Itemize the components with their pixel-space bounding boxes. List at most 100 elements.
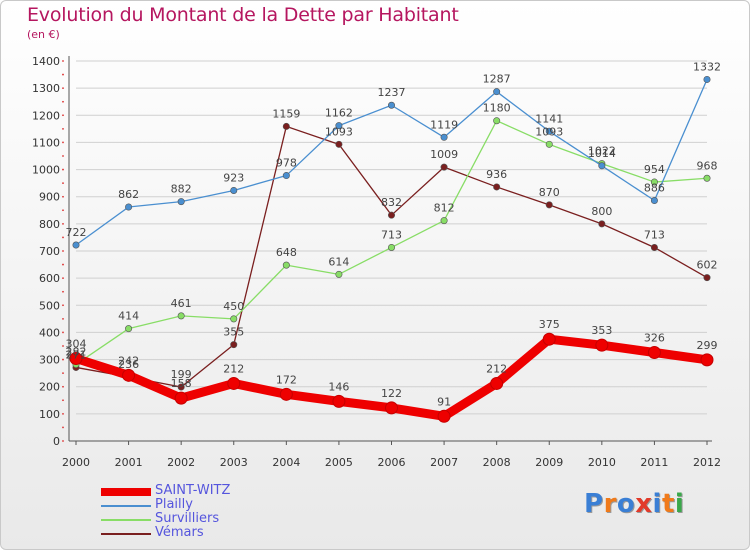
y-tick-label: 1400 bbox=[32, 55, 60, 68]
data-label: 1159 bbox=[272, 107, 300, 120]
data-point bbox=[335, 270, 343, 278]
data-label: 923 bbox=[223, 171, 244, 184]
data-point bbox=[493, 117, 501, 125]
y-minor-tick bbox=[62, 440, 64, 442]
data-label: 355 bbox=[223, 326, 244, 339]
data-label: 800 bbox=[591, 205, 612, 218]
data-label: 870 bbox=[539, 186, 560, 199]
y-minor-tick bbox=[62, 345, 64, 347]
y-minor-tick bbox=[62, 182, 64, 185]
data-point bbox=[598, 220, 606, 228]
data-label: 242 bbox=[118, 354, 139, 367]
data-point bbox=[335, 122, 343, 130]
data-label: 614 bbox=[328, 255, 349, 268]
data-label: 1093 bbox=[325, 125, 353, 138]
legend-label-saint-witz: SAINT-WITZ bbox=[155, 483, 231, 498]
data-label: 271 bbox=[66, 348, 87, 361]
chart-title: Evolution du Montant de la Dette par Hab… bbox=[27, 4, 459, 26]
data-point bbox=[650, 243, 658, 251]
y-tick-label: 200 bbox=[39, 381, 60, 394]
data-point bbox=[282, 122, 290, 130]
y-tick-label: 800 bbox=[39, 218, 60, 231]
y-minor-tick bbox=[62, 195, 64, 198]
legend-label-plailly: Plailly bbox=[155, 497, 193, 512]
y-minor-tick bbox=[62, 250, 64, 252]
data-point bbox=[545, 201, 553, 209]
data-label: 648 bbox=[276, 246, 297, 259]
y-minor-tick bbox=[62, 60, 64, 62]
data-label: 862 bbox=[118, 188, 139, 201]
data-point bbox=[493, 88, 501, 96]
data-point bbox=[490, 376, 504, 390]
data-point bbox=[595, 338, 609, 352]
data-point bbox=[174, 391, 188, 405]
data-label: 199 bbox=[171, 368, 192, 381]
x-tick-label: 2000 bbox=[62, 456, 90, 469]
data-point bbox=[230, 186, 238, 194]
y-minor-tick bbox=[62, 87, 64, 90]
chart-subtitle: (en €) bbox=[27, 28, 60, 41]
data-point bbox=[542, 332, 556, 346]
data-point bbox=[650, 178, 658, 186]
data-label: 304 bbox=[66, 337, 87, 350]
data-label: 1093 bbox=[535, 125, 563, 138]
data-label: 450 bbox=[223, 300, 244, 313]
data-label: 713 bbox=[644, 228, 665, 241]
data-point bbox=[703, 274, 711, 282]
x-tick-label: 2005 bbox=[325, 456, 353, 469]
y-minor-tick bbox=[62, 141, 64, 144]
y-minor-tick bbox=[62, 317, 64, 320]
y-tick-label: 600 bbox=[39, 272, 60, 285]
series-group bbox=[69, 75, 714, 423]
y-minor-tick bbox=[62, 304, 64, 307]
data-point bbox=[177, 198, 185, 206]
data-point bbox=[440, 217, 448, 225]
data-label: 1180 bbox=[483, 102, 511, 115]
data-labels: 271 236 199 355 1159 1093 832 1009 936 870 800 713 6… bbox=[66, 60, 722, 408]
data-label: 954 bbox=[644, 163, 665, 176]
data-point bbox=[230, 341, 238, 349]
y-minor-tick bbox=[62, 209, 64, 212]
data-point bbox=[125, 203, 133, 211]
y-minor-tick bbox=[62, 168, 64, 171]
legend-swatch-saint-witz bbox=[101, 488, 151, 496]
legend-label-survilliers: Survilliers bbox=[155, 511, 220, 526]
y-tick-label: 1000 bbox=[32, 164, 60, 177]
y-minor-tick bbox=[62, 263, 64, 266]
y-minor-tick bbox=[62, 372, 64, 375]
axes: 0 100 200 300 400 500 600 700 800 900 1000 1100 1200… bbox=[32, 55, 721, 469]
y-tick-label: 1100 bbox=[32, 136, 60, 149]
data-point bbox=[437, 409, 451, 423]
y-tick-label: 700 bbox=[39, 245, 60, 258]
data-label: 1119 bbox=[430, 118, 458, 131]
data-label: 968 bbox=[697, 159, 718, 172]
data-label: 326 bbox=[644, 332, 665, 345]
data-point bbox=[177, 383, 185, 391]
data-point bbox=[440, 163, 448, 171]
x-tick-label: 2012 bbox=[693, 456, 721, 469]
x-tick-label: 2003 bbox=[220, 456, 248, 469]
data-point bbox=[700, 353, 714, 367]
data-label: 1332 bbox=[693, 60, 721, 73]
data-label: 1022 bbox=[588, 145, 616, 158]
y-minor-tick bbox=[62, 114, 64, 117]
data-label: 236 bbox=[118, 358, 139, 371]
y-tick-label: 0 bbox=[53, 435, 60, 448]
y-minor-tick bbox=[62, 277, 64, 280]
data-label: 1014 bbox=[588, 147, 616, 160]
y-minor-tick bbox=[62, 331, 64, 334]
legend-swatch-vemars bbox=[101, 533, 151, 535]
data-label: 832 bbox=[381, 196, 402, 209]
y-minor-tick bbox=[62, 73, 64, 76]
data-point bbox=[650, 197, 658, 205]
y-minor-tick bbox=[62, 155, 64, 157]
data-label: 282 bbox=[66, 345, 87, 358]
data-label: 172 bbox=[276, 373, 297, 386]
data-label: 936 bbox=[486, 168, 507, 181]
data-label: 882 bbox=[171, 183, 192, 196]
data-point bbox=[282, 172, 290, 180]
logo-letter: P bbox=[584, 489, 604, 519]
data-point bbox=[177, 312, 185, 320]
